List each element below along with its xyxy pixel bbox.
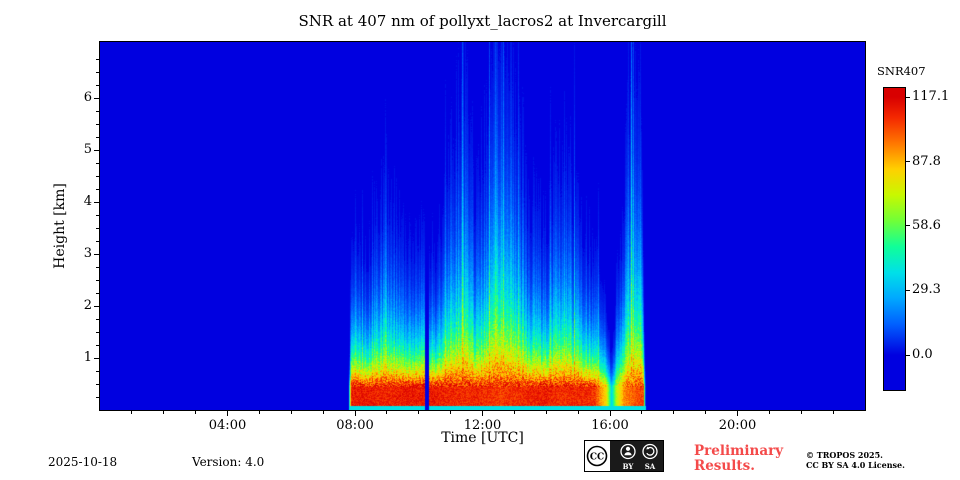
colorbar-tick-label: 117.1 [912, 89, 950, 104]
cc-icon: CC [590, 453, 604, 463]
colorbar-tick [906, 225, 910, 227]
x-minor-tick [418, 411, 420, 414]
footer-version: Version: 4.0 [192, 455, 265, 469]
y-minor-tick [96, 123, 99, 125]
y-tick [94, 97, 99, 99]
x-minor-tick [705, 411, 707, 414]
x-minor-tick [131, 411, 133, 414]
person-icon [625, 446, 631, 451]
y-tick-label: 3 [83, 246, 92, 261]
x-tick-label: 12:00 [463, 418, 502, 433]
x-tick-label: 04:00 [208, 418, 247, 433]
y-minor-tick [96, 214, 99, 216]
y-tick-label: 2 [83, 298, 92, 313]
preliminary-line2: Results. [694, 458, 755, 474]
colorbar-tick [906, 96, 910, 98]
colorbar-tick-label: 0.0 [912, 347, 933, 362]
copyright-line1: © TROPOS 2025. [806, 450, 883, 460]
y-tick [94, 357, 99, 359]
x-tick-label: 16:00 [591, 418, 629, 433]
colorbar-tick [906, 289, 910, 291]
x-tick [227, 411, 228, 416]
y-minor-tick [96, 266, 99, 268]
x-minor-tick [386, 411, 388, 414]
y-tick-label: 1 [83, 350, 92, 365]
preliminary-results-note: Preliminary Results. [694, 444, 783, 474]
preliminary-line1: Preliminary [694, 443, 784, 459]
y-minor-tick [96, 136, 99, 138]
x-minor-tick [450, 411, 452, 414]
cc-sa-text: SA [645, 462, 656, 471]
copyright-line2: CC BY SA 4.0 License. [806, 460, 905, 470]
cc-license-badge: CC BY SA [584, 440, 664, 476]
x-tick-label: 08:00 [336, 418, 374, 433]
y-minor-tick [96, 71, 99, 73]
y-minor-tick [96, 279, 99, 281]
y-minor-tick [96, 227, 99, 229]
colorbar-tick [906, 161, 910, 163]
y-minor-tick [96, 370, 99, 372]
y-minor-tick [96, 188, 99, 190]
y-tick-label: 6 [83, 90, 92, 105]
y-minor-tick [96, 240, 99, 242]
footer-date: 2025-10-18 [48, 455, 118, 469]
x-minor-tick [577, 411, 579, 414]
x-minor-tick [545, 411, 547, 414]
y-tick-label: 5 [83, 142, 92, 157]
x-axis-label: Time [UTC] [441, 430, 524, 446]
heatmap-canvas [100, 42, 865, 410]
y-minor-tick [96, 175, 99, 177]
y-minor-tick [96, 162, 99, 164]
y-minor-tick [96, 331, 99, 333]
colorbar-tick [906, 354, 910, 356]
x-tick-label: 20:00 [718, 418, 757, 433]
y-minor-tick [96, 58, 99, 60]
y-tick [94, 201, 99, 203]
x-minor-tick [832, 411, 834, 414]
y-tick [94, 253, 99, 255]
colorbar-tick-label: 29.3 [912, 282, 941, 298]
y-minor-tick [96, 318, 99, 320]
x-minor-tick [195, 411, 197, 414]
cc-badge-svg: CC BY SA [584, 440, 664, 472]
y-minor-tick [96, 110, 99, 112]
x-minor-tick [163, 411, 165, 414]
copyright-note: © TROPOS 2025. CC BY SA 4.0 License. [806, 450, 905, 470]
x-tick [482, 411, 483, 416]
chart-title: SNR at 407 nm of pollyxt_lacros2 at Inve… [298, 12, 667, 30]
y-tick [94, 305, 99, 307]
y-minor-tick [96, 344, 99, 346]
x-minor-tick [290, 411, 292, 414]
x-minor-tick [673, 411, 675, 414]
x-tick [354, 411, 356, 416]
x-minor-tick [513, 411, 515, 414]
y-minor-tick [96, 396, 99, 398]
colorbar-gradient [884, 88, 905, 390]
colorbar-frame [883, 87, 906, 391]
x-minor-tick [768, 411, 770, 414]
x-tick [609, 411, 611, 416]
x-minor-tick [800, 411, 802, 414]
x-minor-tick [641, 411, 643, 414]
y-minor-tick [96, 292, 99, 294]
y-tick [94, 149, 99, 151]
colorbar-label: SNR407 [877, 64, 926, 78]
y-minor-tick [96, 383, 99, 385]
colorbar-tick-label: 58.6 [912, 217, 941, 233]
x-tick [737, 411, 738, 416]
colorbar-tick-label: 87.8 [912, 153, 941, 169]
cc-by-text: BY [623, 462, 635, 471]
y-tick-label: 4 [83, 194, 92, 209]
plot-frame [99, 41, 866, 411]
x-minor-tick [258, 411, 260, 414]
x-minor-tick [322, 411, 324, 414]
y-minor-tick [96, 84, 99, 86]
share-alike-icon [646, 446, 655, 456]
